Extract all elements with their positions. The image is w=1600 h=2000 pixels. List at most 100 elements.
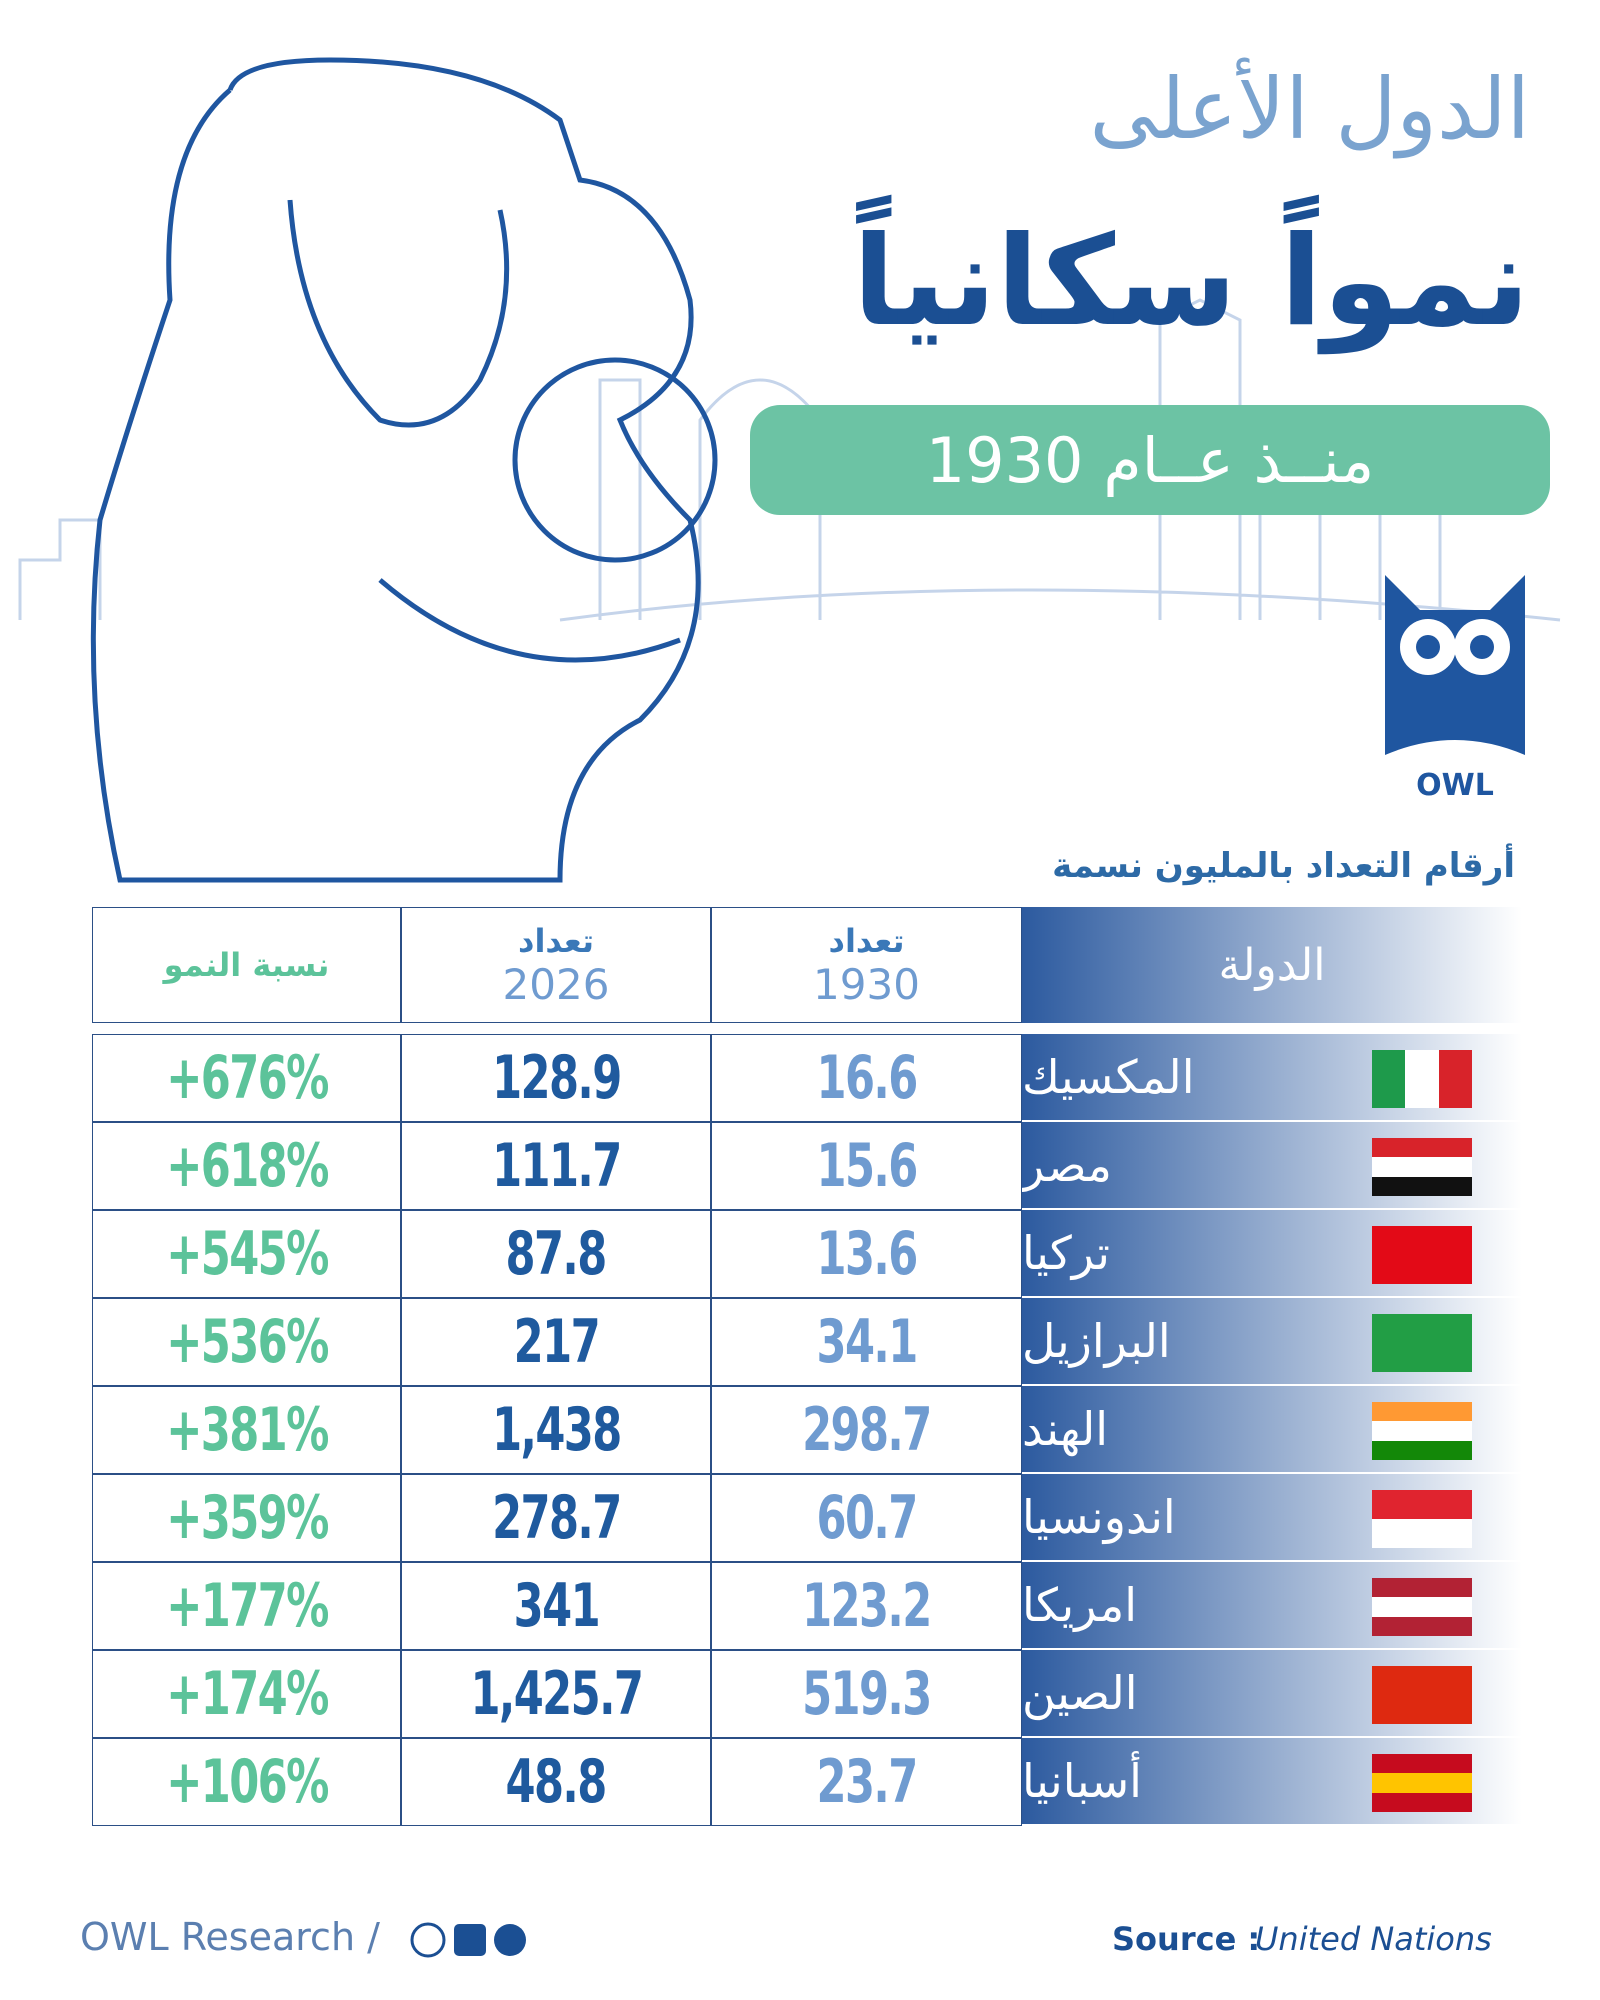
- table-cell: 123.2: [711, 1562, 1022, 1650]
- flag-band: [1372, 1264, 1472, 1284]
- cell-value: +177%: [165, 1571, 329, 1641]
- table-cell: +359%: [92, 1474, 401, 1562]
- table-cell: 341: [401, 1562, 711, 1650]
- cell-value: +676%: [165, 1043, 329, 1113]
- flag: [1372, 1226, 1472, 1284]
- flag-band: [1372, 1616, 1472, 1636]
- cell-value: 298.7: [802, 1395, 932, 1465]
- header-year: 2026: [502, 959, 610, 1009]
- cell-value: 123.2: [802, 1571, 932, 1641]
- flag: [1372, 1490, 1472, 1548]
- header-label: تعداد: [518, 921, 594, 960]
- cell-value: 48.8: [505, 1747, 608, 1817]
- table-cell: +106%: [92, 1738, 401, 1826]
- table-cell: +381%: [92, 1386, 401, 1474]
- logo-text: OWL: [1416, 768, 1494, 803]
- table-cell: 15.6: [711, 1122, 1022, 1210]
- header-pop1930: تعداد 1930: [711, 907, 1022, 1023]
- source-label: Source :: [1112, 1920, 1261, 1958]
- flag-band: [1372, 1773, 1472, 1793]
- cell-value: 519.3: [802, 1659, 932, 1729]
- cell-value: 217: [513, 1307, 600, 1377]
- flag: [1372, 1314, 1472, 1372]
- table-cell: +174%: [92, 1650, 401, 1738]
- flag-band: [1372, 1666, 1472, 1686]
- cell-value: 87.8: [505, 1219, 608, 1289]
- flag-band: [1372, 1704, 1472, 1724]
- cell-value: 278.7: [491, 1483, 622, 1553]
- footer-brand: OWL Research /: [80, 1915, 380, 1959]
- flag: [1372, 1754, 1472, 1812]
- cell-value: +106%: [165, 1747, 329, 1817]
- cell-value: 1,425.7: [470, 1659, 643, 1729]
- flag-band: [1372, 1157, 1472, 1177]
- table-cell: 1,425.7: [401, 1650, 711, 1738]
- cell-value: 13.6: [816, 1219, 918, 1289]
- flag-band: [1372, 1578, 1472, 1598]
- source: United Nations: [1255, 1920, 1492, 1958]
- owl-logo: OWL: [1385, 575, 1525, 803]
- flag-band: [1372, 1754, 1472, 1774]
- flag-band: [1372, 1333, 1472, 1353]
- flag-band: [1372, 1685, 1472, 1705]
- cell-value: +536%: [165, 1307, 329, 1377]
- cell-value: 15.6: [816, 1131, 918, 1201]
- table-cell: 13.6: [711, 1210, 1022, 1298]
- flag-band: [1372, 1402, 1472, 1422]
- flag-band: [1372, 1792, 1472, 1812]
- flag-band: [1372, 1352, 1472, 1372]
- title-line1: الدول الأعلى: [1089, 60, 1530, 158]
- header-label: تعداد: [828, 921, 905, 960]
- table-cell: 60.7: [711, 1474, 1022, 1562]
- flag-band: [1372, 1519, 1472, 1548]
- table-cell: 217: [401, 1298, 711, 1386]
- flag-band: [1372, 1176, 1472, 1196]
- cell-value: +545%: [165, 1219, 329, 1289]
- header-year: 1930: [813, 959, 920, 1009]
- flag-band: [1372, 1314, 1472, 1334]
- cell-value: 111.7: [491, 1131, 622, 1201]
- flag-band: [1372, 1050, 1406, 1108]
- cell-value: 128.9: [491, 1043, 622, 1113]
- table-cell: 23.7: [711, 1738, 1022, 1826]
- cell-value: 16.6: [816, 1043, 918, 1113]
- table-cell: +676%: [92, 1034, 401, 1122]
- table-cell: +618%: [92, 1122, 401, 1210]
- table-cell: 34.1: [711, 1298, 1022, 1386]
- table-cell: +536%: [92, 1298, 401, 1386]
- cell-value: +359%: [165, 1483, 329, 1553]
- table-cell: +545%: [92, 1210, 401, 1298]
- flag-band: [1372, 1245, 1472, 1265]
- cell-value: 60.7: [816, 1483, 918, 1553]
- flag-band: [1372, 1440, 1472, 1460]
- table-cell: 1,438: [401, 1386, 711, 1474]
- table-cell: 519.3: [711, 1650, 1022, 1738]
- flag-band: [1372, 1490, 1472, 1519]
- social-icons: [410, 1922, 526, 1958]
- table-cell: 298.7: [711, 1386, 1022, 1474]
- cell-value: 34.1: [816, 1307, 918, 1377]
- flag: [1372, 1050, 1472, 1108]
- flag: [1372, 1666, 1472, 1724]
- cell-value: 1,438: [491, 1395, 622, 1465]
- table-caption: أرقام التعداد بالمليون نسمة: [1052, 846, 1515, 886]
- flag-band: [1405, 1050, 1439, 1108]
- table-cell: 16.6: [711, 1034, 1022, 1122]
- cell-value: +174%: [165, 1659, 329, 1729]
- header-country: الدولة: [1022, 907, 1522, 1023]
- cell-value: +381%: [165, 1395, 329, 1465]
- cell-value: +618%: [165, 1131, 329, 1201]
- flag-band: [1372, 1226, 1472, 1246]
- flag-band: [1372, 1421, 1472, 1441]
- title-pill: منــذ عــام 1930: [750, 405, 1550, 515]
- header-growth: نسبة النمو: [92, 907, 401, 1023]
- cell-value: 341: [513, 1571, 600, 1641]
- flag: [1372, 1578, 1472, 1636]
- table-cell: 128.9: [401, 1034, 711, 1122]
- flag-band: [1372, 1597, 1472, 1617]
- flag-band: [1438, 1050, 1472, 1108]
- title-line2: نمواً سكانياً: [852, 210, 1530, 354]
- table-cell: 87.8: [401, 1210, 711, 1298]
